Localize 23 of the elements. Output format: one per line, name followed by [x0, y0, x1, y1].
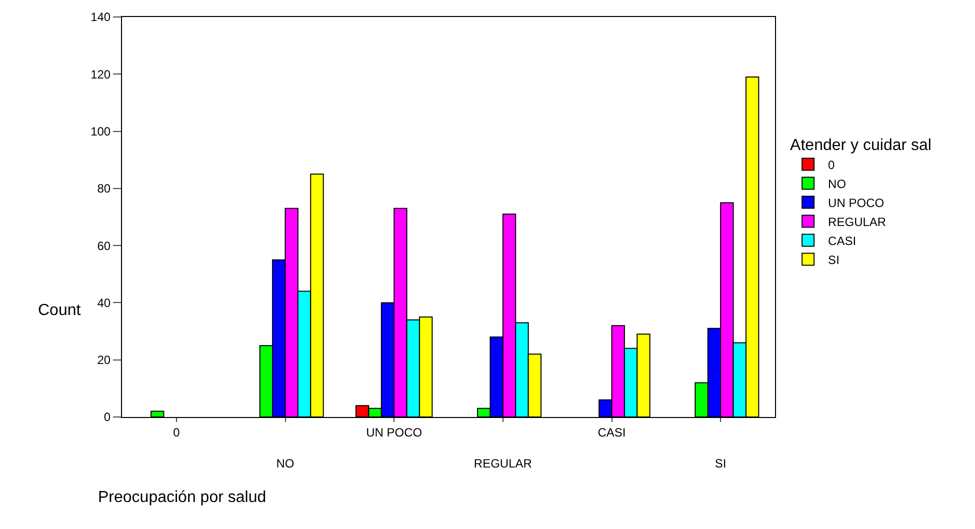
- y-tick-label: 40: [97, 296, 111, 310]
- legend-label: SI: [828, 252, 840, 267]
- y-tick-label: 80: [97, 182, 111, 196]
- legend-label: 0: [828, 158, 836, 172]
- y-tick-label: 120: [90, 67, 111, 82]
- y-axis-title: Count: [38, 302, 82, 319]
- legend-label: NO: [828, 176, 846, 191]
- legend-label: UN POCO: [828, 196, 884, 210]
- y-tick-label: 140: [90, 10, 111, 24]
- y-tick-label: 100: [90, 124, 111, 138]
- x-tick-label: SI: [714, 456, 726, 471]
- x-tick-label: UN POCO: [366, 425, 422, 440]
- x-tick-label: CASI: [598, 425, 626, 440]
- legend-label: CASI: [828, 234, 856, 248]
- legend-label: REGULAR: [828, 214, 886, 229]
- y-tick-label: 20: [97, 353, 111, 368]
- x-tick-label: NO: [276, 456, 294, 471]
- x-tick-label: 0: [173, 425, 180, 440]
- x-tick-label: REGULAR: [474, 456, 532, 471]
- y-tick-label: 60: [97, 238, 111, 253]
- x-axis-title: Preocupación por salud: [98, 489, 266, 506]
- legend-title: Atender y cuidar sal: [790, 136, 932, 154]
- y-tick-label: 0: [104, 410, 111, 424]
